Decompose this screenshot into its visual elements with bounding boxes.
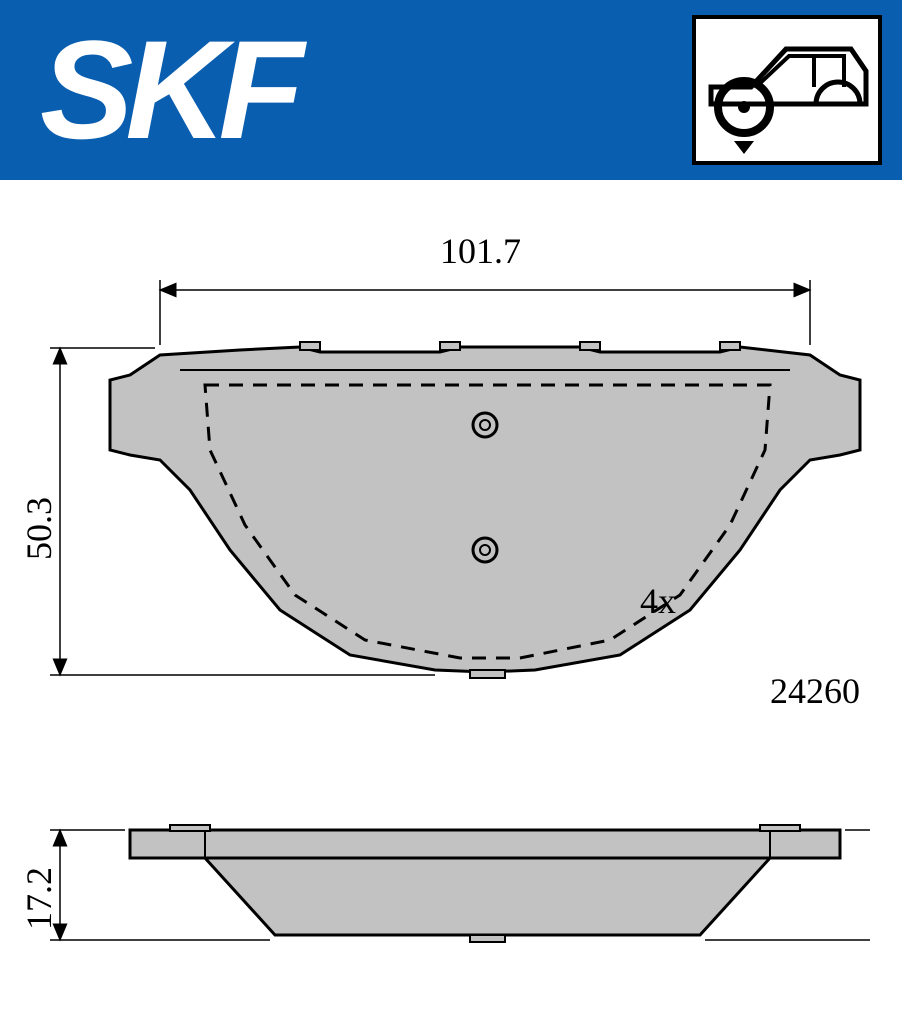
width-label: 101.7	[440, 230, 521, 272]
header-bar: SKF	[0, 0, 902, 180]
part-number-label: 24260	[770, 670, 860, 712]
drawing-svg	[0, 180, 902, 1024]
rear-axle-icon	[696, 19, 878, 161]
side-view	[130, 825, 840, 942]
brand-logo: SKF	[40, 9, 296, 171]
front-view	[110, 342, 860, 678]
position-icon-box	[692, 15, 882, 165]
thickness-label: 17.2	[18, 867, 60, 930]
quantity-label: 4x	[640, 580, 676, 622]
height-label: 50.3	[18, 497, 60, 560]
technical-drawing: 101.7 50.3 17.2 4x 24260	[0, 180, 902, 1024]
